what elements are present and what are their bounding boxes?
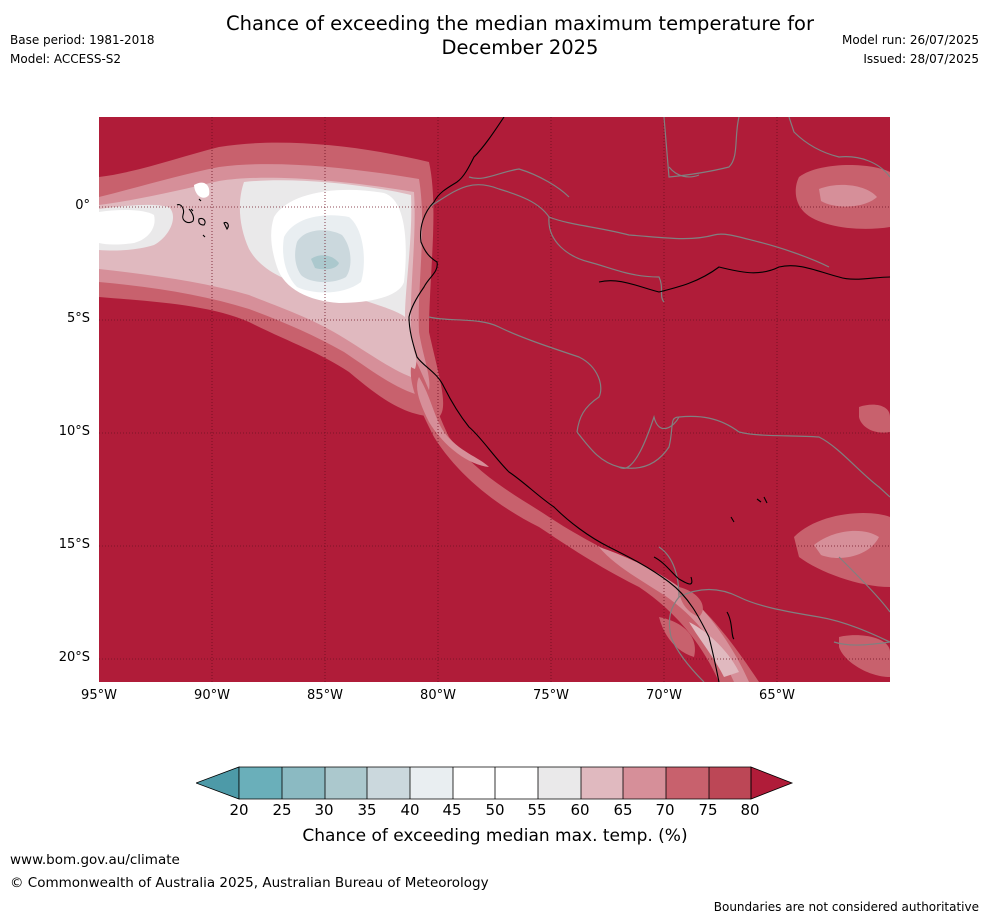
lon-tick-75w: 75°W: [533, 688, 569, 703]
colorbar-label-60: 60: [570, 801, 590, 819]
galapagos-islands: [176, 198, 229, 238]
colorbar-label-80: 80: [740, 801, 760, 819]
lat-tick-15s: 15°S: [58, 537, 90, 552]
lon-tick-85w: 85°W: [307, 688, 343, 703]
lat-tick-0: 0°: [75, 198, 90, 213]
colorbar-title: Chance of exceeding median max. temp. (%…: [302, 826, 688, 846]
colorbar-30-35: [325, 767, 367, 799]
colorbar-label-50: 50: [485, 801, 505, 819]
lat-tick-5s: 5°S: [66, 311, 90, 326]
colorbar-50-55: [495, 767, 538, 799]
lon-tick-95w: 95°W: [81, 688, 117, 703]
lon-tick-70w: 70°W: [646, 688, 682, 703]
title-line-2: December 2025: [441, 36, 599, 59]
colorbar: [196, 766, 794, 800]
lon-tick-80w: 80°W: [420, 688, 456, 703]
lat-tick-20s: 20°S: [58, 650, 90, 665]
country-borders: [428, 117, 890, 682]
lon-tick-65w: 65°W: [759, 688, 795, 703]
model-run-date: Model run: 26/07/2025: [841, 33, 979, 47]
contour-60-65-coast: [399, 346, 739, 677]
chart-title: Chance of exceeding the median maximum t…: [150, 12, 890, 60]
colorbar-label-45: 45: [442, 801, 462, 819]
colorbar-label-25: 25: [272, 801, 292, 819]
colorbar-20-25: [239, 767, 282, 799]
model-name: Model: ACCESS-S2: [10, 52, 122, 66]
colorbar-label-20: 20: [229, 801, 249, 819]
colorbar-label-30: 30: [314, 801, 334, 819]
contour-70-75-coast: [410, 357, 759, 682]
footer-url: www.bom.gov.au/climate: [10, 852, 180, 868]
colorbar-label-55: 55: [527, 801, 547, 819]
colorbar-label-40: 40: [400, 801, 420, 819]
colorbar-over-arrow: [750, 766, 794, 800]
colorbar-45-50: [453, 767, 495, 799]
coastlines: [408, 117, 890, 682]
colorbar-25-30: [282, 767, 325, 799]
footer-disclaimer: Boundaries are not considered authoritat…: [713, 900, 979, 914]
colorbar-label-75: 75: [698, 801, 718, 819]
colorbar-60-65: [581, 767, 623, 799]
colorbar-70-75: [666, 767, 709, 799]
colorbar-label-35: 35: [357, 801, 377, 819]
graticule: [99, 117, 890, 682]
colorbar-label-70: 70: [655, 801, 675, 819]
contour-30-35-pacific: [311, 255, 339, 270]
lon-tick-90w: 90°W: [194, 688, 230, 703]
colorbar-35-40: [367, 767, 410, 799]
lat-tick-10s: 10°S: [58, 424, 90, 439]
colorbar-55-60: [538, 767, 581, 799]
footer-copyright: © Commonwealth of Australia 2025, Austra…: [10, 875, 489, 891]
colorbar-75-80: [709, 767, 751, 799]
colorbar-40-45: [410, 767, 453, 799]
colorbar-under-arrow: [196, 766, 240, 800]
colorbar-65-70: [623, 767, 666, 799]
colorbar-label-65: 65: [613, 801, 633, 819]
title-line-1: Chance of exceeding the median maximum t…: [225, 12, 815, 35]
temperature-map: [99, 117, 890, 682]
base-period: Base period: 1981-2018: [10, 33, 155, 47]
issued-date: Issued: 28/07/2025: [863, 52, 979, 66]
